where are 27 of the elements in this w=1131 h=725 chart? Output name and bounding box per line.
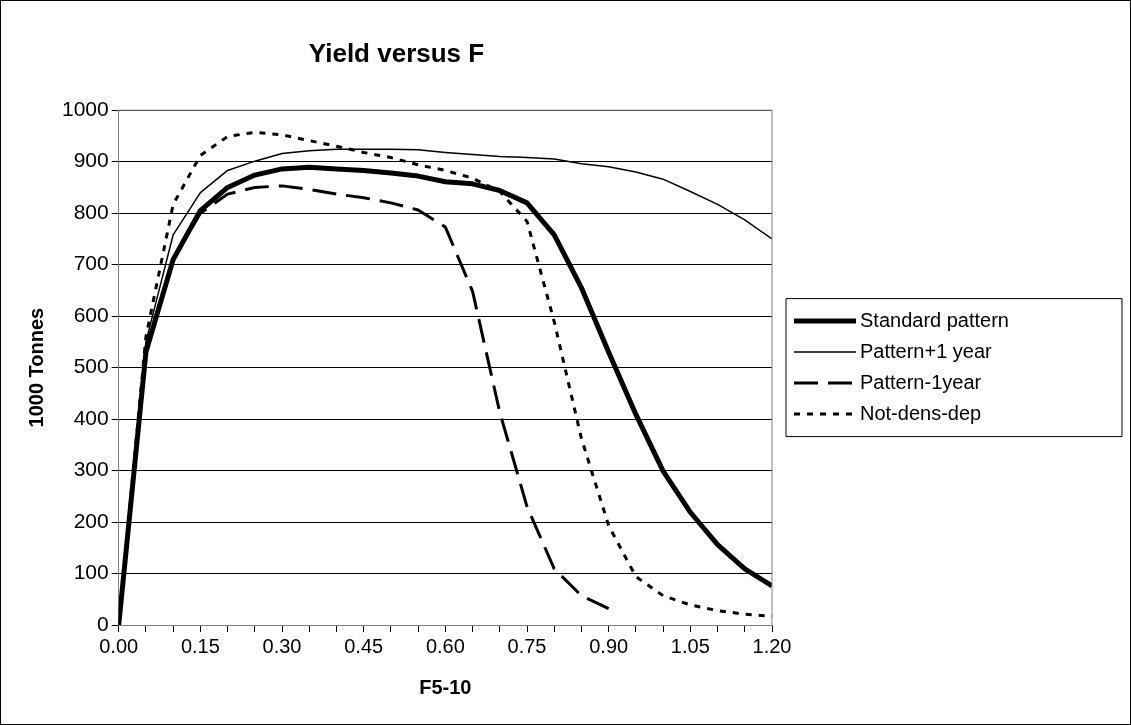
x-tick-label: 0.90 (589, 634, 629, 657)
x-tick-label: 0.60 (425, 634, 465, 657)
x-tick-label: 0.15 (180, 634, 220, 657)
x-tick-label: 1.05 (670, 634, 710, 657)
y-tick-label: 700 (73, 251, 109, 275)
legend-label: Pattern+1 year (860, 339, 993, 362)
x-axis-title: F5-10 (419, 675, 472, 698)
x-tick-label: 1.20 (752, 634, 792, 657)
chart-title: Yield versus F (308, 37, 485, 68)
legend-label: Standard pattern (860, 308, 1009, 331)
y-tick-label: 500 (73, 354, 109, 378)
legend-label: Not-dens-dep (860, 401, 982, 424)
y-axis-title: 1000 Tonnes (24, 307, 47, 428)
x-tick-label: 0.00 (99, 634, 139, 657)
y-tick-label: 0 (97, 611, 109, 635)
y-tick-label: 900 (73, 148, 109, 172)
y-tick-label: 200 (73, 508, 109, 532)
legend-label: Pattern-1year (860, 370, 982, 393)
y-tick-label: 600 (73, 302, 109, 326)
x-tick-label: 0.45 (344, 634, 384, 657)
y-tick-label: 300 (73, 457, 109, 481)
y-tick-label: 1000 (62, 97, 109, 120)
x-tick-label: 0.75 (507, 634, 547, 657)
y-tick-label: 800 (73, 199, 109, 223)
y-tick-label: 100 (73, 560, 109, 584)
x-tick-label: 0.30 (262, 634, 302, 657)
y-tick-label: 400 (73, 405, 109, 429)
